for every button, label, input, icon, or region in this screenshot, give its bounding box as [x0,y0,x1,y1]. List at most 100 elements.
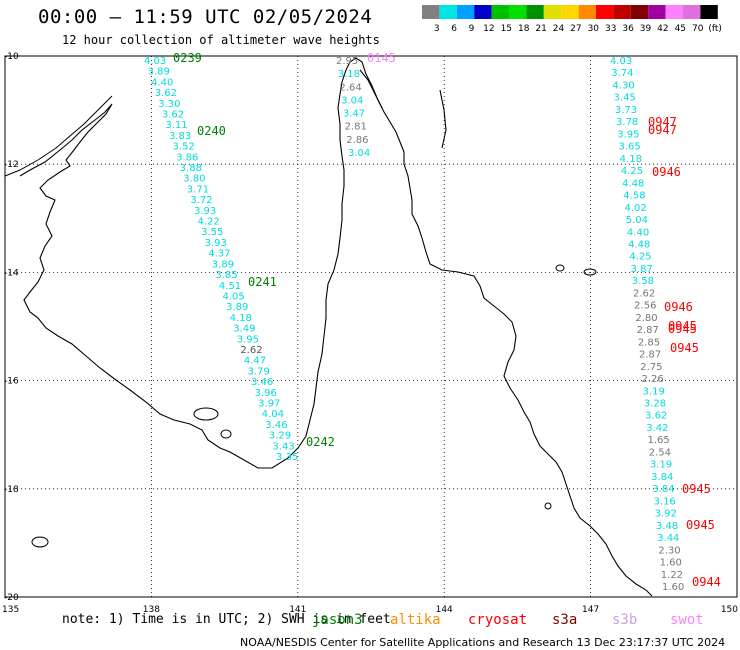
pass-time-label: 0945 [668,322,697,336]
island-outline [193,407,219,421]
footer-credit: NOAA/NESDIS Center for Satellite Applica… [240,636,726,649]
wave-height-label: 2.64 [339,82,361,93]
wave-height-label: 3.89 [212,259,234,270]
lon-tick-label: 135 [2,605,19,615]
note-text: note: 1) Time is in UTC; 2) SWH is in fe… [62,612,391,627]
wave-height-label: 1.60 [662,582,684,593]
colorbar-cell [613,5,631,19]
wave-height-label: 3.11 [165,120,187,131]
wave-height-label: 2.87 [639,350,661,361]
colorbar-label: 30 [588,24,600,33]
colorbar-cell [509,5,527,19]
satellite-legend-s3b: s3b [612,612,638,628]
colorbar-cell [526,5,544,19]
pass-time-label: 0945 [686,518,715,532]
island-outline [544,502,552,510]
wave-height-label: 3.45 [614,93,636,104]
wave-height-label: 4.04 [262,409,284,420]
lat-tick-label: -20 [4,593,19,603]
pass-time-label: 0239 [173,51,202,65]
colorbar-label: 15 [501,24,512,33]
wave-height-label: 3.48 [656,521,678,532]
wave-height-label: 3.86 [176,152,198,163]
wave-height-label: 3.43 [272,441,294,452]
wave-height-label: 4.03 [144,56,166,67]
wave-height-label: 3.93 [194,206,216,217]
colorbar-cell [543,5,562,19]
wave-height-label: 2.95 [336,56,358,67]
pass-time-label: 0241 [248,275,277,289]
satellite-legend-cryosat: cryosat [468,612,528,628]
wave-height-label: 3.80 [183,174,205,185]
wave-height-label: 3.46 [251,377,273,388]
colorbar-label: 70 [692,24,704,33]
colorbar-cell [456,5,475,19]
satellite-legend-s3a: s3a [552,612,578,628]
colorbar-cell [474,5,492,19]
wave-height-label: 3.84 [651,472,673,483]
wave-height-label: 4.18 [230,313,252,324]
wave-height-label: 4.25 [629,252,651,263]
wave-height-label: 3.49 [233,324,255,335]
wave-height-label: 2.30 [658,545,680,556]
wave-height-label: 4.51 [219,281,241,292]
wave-height-label: 3.62 [162,110,184,121]
colorbar-label: 3 [434,24,440,33]
island-outline [583,268,597,276]
wave-height-label: 4.40 [627,227,649,238]
wave-height-label: 4.48 [622,178,644,189]
lat-tick-label: -14 [4,268,19,278]
wave-height-label: 3.44 [657,533,679,544]
wave-height-label: 3.73 [615,105,637,116]
lon-tick-label: 141 [289,605,306,615]
wave-height-label: 2.86 [346,135,368,146]
colorbar-label: 33 [605,24,616,33]
colorbar-label: 6 [451,24,457,33]
wave-height-label: 3.28 [644,399,666,410]
map-subtitle: 12 hour collection of altimeter wave hei… [62,33,380,47]
wave-height-label: 3.87 [631,264,653,275]
wave-height-label: 3.88 [180,163,202,174]
coastline [359,69,383,109]
colorbar-cell [648,5,666,19]
pass-time-label: 0946 [652,165,681,179]
wave-height-label: 1.65 [647,435,669,446]
wave-height-label: 3.55 [201,227,223,238]
colorbar-label: 36 [622,24,634,33]
pass-time-label: 0945 [682,482,711,496]
lon-tick-label: 147 [582,605,599,615]
wave-height-label: 3.46 [265,420,287,431]
wave-height-label: 3.89 [226,302,248,313]
wave-height-label: 4.40 [151,77,173,88]
wave-height-label: 3.35 [276,452,298,463]
wave-height-label: 3.93 [205,238,227,249]
pass-time-label: 0945 [670,341,699,355]
wave-height-label: 3.78 [616,117,638,128]
pass-time-label: 0945 [668,319,697,333]
wave-height-label: 2.81 [345,122,367,133]
wave-height-label: 3.42 [646,423,668,434]
wave-height-label: 3.18 [338,69,360,80]
wave-height-label: 3.97 [258,398,280,409]
satellite-legend-jason3: jason3 [312,612,363,628]
colorbar-label: 27 [570,24,581,33]
wave-height-label: 2.26 [641,374,663,385]
wave-height-label: 2.85 [638,337,660,348]
wave-height-label: 3.04 [348,148,370,159]
lat-tick-label: -12 [4,160,19,170]
island-outline [220,429,232,439]
lon-tick-label: 144 [436,605,453,615]
colorbar-label: 18 [518,24,530,33]
wave-height-label: 4.03 [610,56,632,67]
colorbar-cell [665,5,683,19]
wave-height-colorbar: 3 6 9 12 15 18 21 24 27 30 33 36 39 42 45 70 (ft) [422,5,722,33]
wave-height-label: 3.92 [655,509,677,520]
colorbar-label: (ft) [708,24,722,33]
coastline [439,89,447,149]
colorbar-label: 9 [469,24,475,33]
coastline [4,95,113,177]
colorbar-cell [422,5,440,19]
wave-height-label: 2.62 [633,288,655,299]
colorbar-cell [700,5,718,19]
wave-height-label: 4.30 [612,80,634,91]
